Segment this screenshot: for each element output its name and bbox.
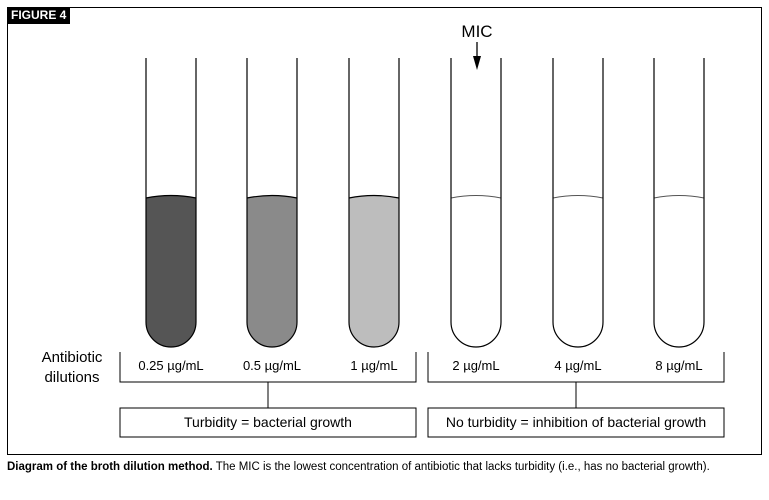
row-label-line1: Antibiotic [42, 349, 103, 366]
tube-liquid [349, 195, 399, 347]
caption-bold: Diagram of the broth dilution method. [7, 461, 213, 473]
tube-liquid [146, 195, 196, 347]
concentration-label: 2 µg/mL [452, 358, 499, 373]
figure-caption: Diagram of the broth dilution method. Th… [7, 460, 762, 475]
test-tube [552, 58, 604, 348]
concentration-label: 0.25 µg/mL [138, 358, 203, 373]
tube-rack [145, 58, 705, 348]
tube-outline [552, 58, 604, 348]
tube-meniscus [348, 194, 400, 199]
test-tube [246, 58, 298, 348]
caption-text: The MIC is the lowest concentration of a… [212, 461, 710, 473]
turbid-group-label: Turbidity = bacterial growth [184, 414, 352, 430]
concentration-labels: 0.25 µg/mL 0.5 µg/mL 1 µg/mL 2 µg/mL 4 µg/mL… [138, 358, 702, 373]
tube-liquid [654, 195, 704, 347]
tube-meniscus [145, 194, 197, 199]
tube-outline [145, 58, 197, 348]
tube-liquid [451, 195, 501, 347]
row-label-line2: dilutions [44, 369, 99, 386]
tube-outline [653, 58, 705, 348]
test-tube [348, 58, 400, 348]
figure-frame [7, 7, 762, 455]
turbid-box [119, 407, 417, 438]
tube-meniscus [450, 195, 502, 199]
mic-label: MIC [461, 22, 492, 41]
tube-outline [450, 58, 502, 348]
concentration-label: 1 µg/mL [350, 358, 397, 373]
clear-group-label: No turbidity = inhibition of bacterial g… [446, 414, 706, 430]
concentration-label: 0.5 µg/mL [243, 358, 301, 373]
concentration-label: 8 µg/mL [655, 358, 702, 373]
tube-outline [246, 58, 298, 348]
concentration-label: 4 µg/mL [554, 358, 601, 373]
test-tube [653, 58, 705, 348]
tube-meniscus [653, 195, 705, 199]
tube-liquid [553, 195, 603, 347]
tube-meniscus [246, 194, 298, 199]
mic-arrow-head [473, 56, 481, 70]
figure-label: FIGURE 4 [7, 7, 71, 24]
test-tube [145, 58, 197, 348]
tube-outline [348, 58, 400, 348]
tube-meniscus [552, 195, 604, 199]
clear-box [427, 407, 725, 438]
turbid-bracket [119, 352, 417, 408]
clear-bracket [427, 352, 725, 408]
tube-liquid [247, 195, 297, 347]
test-tube [450, 58, 502, 348]
